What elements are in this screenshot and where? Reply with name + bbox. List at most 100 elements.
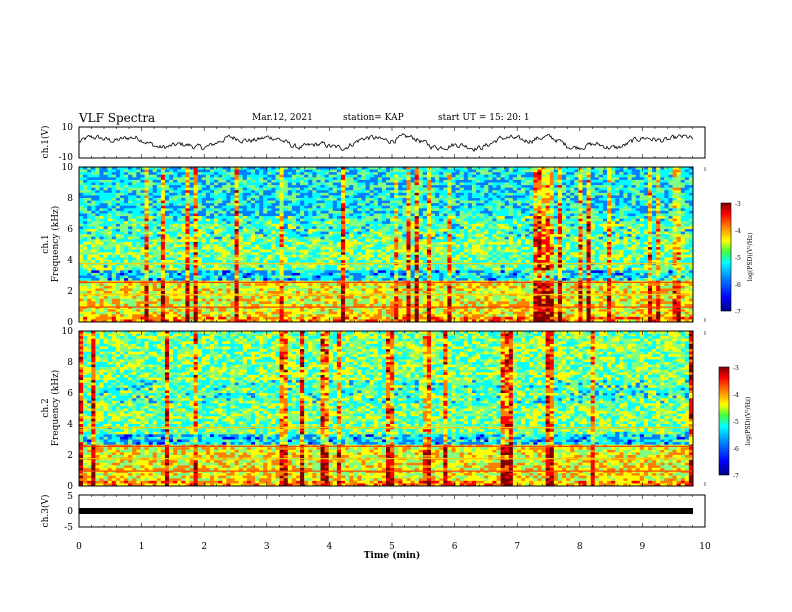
spectrogram-cell <box>648 219 652 222</box>
spectrogram-cell <box>149 203 153 206</box>
spectrogram-cell <box>390 214 394 217</box>
spectrogram-cell <box>247 177 251 180</box>
spectrogram-cell <box>251 226 255 229</box>
spectrogram-cell <box>574 221 578 224</box>
spectrogram-cell <box>673 216 677 219</box>
spectrogram-cell <box>218 195 222 198</box>
spectrogram-cell <box>533 214 537 217</box>
spectrogram-cell <box>423 214 427 217</box>
spectrogram-cell <box>292 219 296 222</box>
spectrogram-cell <box>554 170 558 173</box>
spectrogram-cell <box>517 229 521 232</box>
spectrogram-cell <box>206 198 210 201</box>
spectrogram-cell <box>497 226 501 229</box>
spectrogram-cell <box>275 195 279 198</box>
spectrogram-cell <box>431 185 435 188</box>
spectrogram-cell <box>284 247 288 250</box>
spectrogram-cell <box>578 195 582 198</box>
spectrogram-cell <box>521 177 525 180</box>
spectrogram-cell <box>435 170 439 173</box>
spectrogram-cell <box>83 229 87 232</box>
spectrogram-cell <box>136 206 140 209</box>
spectrogram-cell <box>632 224 636 227</box>
spectrogram-cell <box>509 247 513 250</box>
spectrogram-cell <box>607 242 611 245</box>
spectrogram-cell <box>87 183 91 186</box>
spectrogram-cell <box>226 180 230 183</box>
spectrogram-cell <box>296 198 300 201</box>
spectrogram-cell <box>361 203 365 206</box>
spectrogram-cell <box>603 234 607 237</box>
spectrogram-cell <box>435 247 439 250</box>
spectrogram-cell <box>185 188 189 191</box>
spectrogram-cell <box>91 219 95 222</box>
spectrogram-cell <box>263 183 267 186</box>
spectrogram-cell <box>292 232 296 235</box>
spectrogram-cell <box>79 170 83 173</box>
spectrogram-cell <box>607 195 611 198</box>
spectrogram-cell <box>525 239 529 242</box>
spectrogram-cell <box>668 237 672 240</box>
spectrogram-cell <box>349 226 353 229</box>
spectrogram-cell <box>128 250 132 253</box>
spectrogram-cell <box>296 188 300 191</box>
spectrogram-cell <box>468 250 472 253</box>
spectrogram-cell <box>505 237 509 240</box>
spectrogram-cell <box>226 211 230 214</box>
spectrogram-cell <box>611 188 615 191</box>
spectrogram-cell <box>636 203 640 206</box>
spectrogram-cell <box>644 180 648 183</box>
spectrogram-cell <box>558 206 562 209</box>
spectrogram-cell <box>484 201 488 204</box>
spectrogram-cell <box>251 193 255 196</box>
spectrogram-cell <box>628 206 632 209</box>
spectrogram-cell <box>582 226 586 229</box>
spectrogram-cell <box>222 183 226 186</box>
spectrogram-cell <box>456 180 460 183</box>
spectrogram-cell <box>349 203 353 206</box>
spectrogram-cell <box>83 226 87 229</box>
spectrogram-cell <box>550 224 554 227</box>
spectrogram-cell <box>554 224 558 227</box>
spectrogram-cell <box>284 180 288 183</box>
spectrogram-cell <box>542 185 546 188</box>
spectrogram-cell <box>194 172 198 175</box>
spectrogram-cell <box>574 190 578 193</box>
spectrogram-cell <box>91 229 95 232</box>
spectrogram-cell <box>501 224 505 227</box>
spectrogram-cell <box>357 193 361 196</box>
spectrogram-cell <box>427 237 431 240</box>
spectrogram-cell <box>251 211 255 214</box>
spectrogram-cell <box>411 234 415 237</box>
spectrogram-cell <box>222 239 226 242</box>
spectrogram-cell <box>628 242 632 245</box>
spectrogram-cell <box>370 245 374 248</box>
spectrogram-cell <box>116 221 120 224</box>
spectrogram-cell <box>308 226 312 229</box>
spectrogram-cell <box>415 170 419 173</box>
spectrogram-cell <box>177 247 181 250</box>
spectrogram-cell <box>390 229 394 232</box>
spectrogram-cell <box>263 190 267 193</box>
spectrogram-cell <box>402 226 406 229</box>
spectrogram-cell <box>677 203 681 206</box>
spectrogram-cell <box>529 198 533 201</box>
spectrogram-cell <box>447 175 451 178</box>
spectrogram-cell <box>664 206 668 209</box>
spectrogram-cell <box>104 175 108 178</box>
spectrogram-cell <box>116 214 120 217</box>
spectrogram-cell <box>144 245 148 248</box>
spectrogram-cell <box>664 245 668 248</box>
spectrogram-cell <box>550 211 554 214</box>
spectrogram-cell <box>492 193 496 196</box>
spectrogram-cell <box>419 190 423 193</box>
spectrogram-cell <box>321 180 325 183</box>
spectrogram-cell <box>488 201 492 204</box>
spectrogram-cell <box>185 206 189 209</box>
spectrogram-cell <box>181 198 185 201</box>
spectrogram-cell <box>644 229 648 232</box>
spectrogram-cell <box>480 237 484 240</box>
spectrogram-cell <box>259 183 263 186</box>
spectrogram-cell <box>357 242 361 245</box>
spectrogram-cell <box>230 201 234 204</box>
